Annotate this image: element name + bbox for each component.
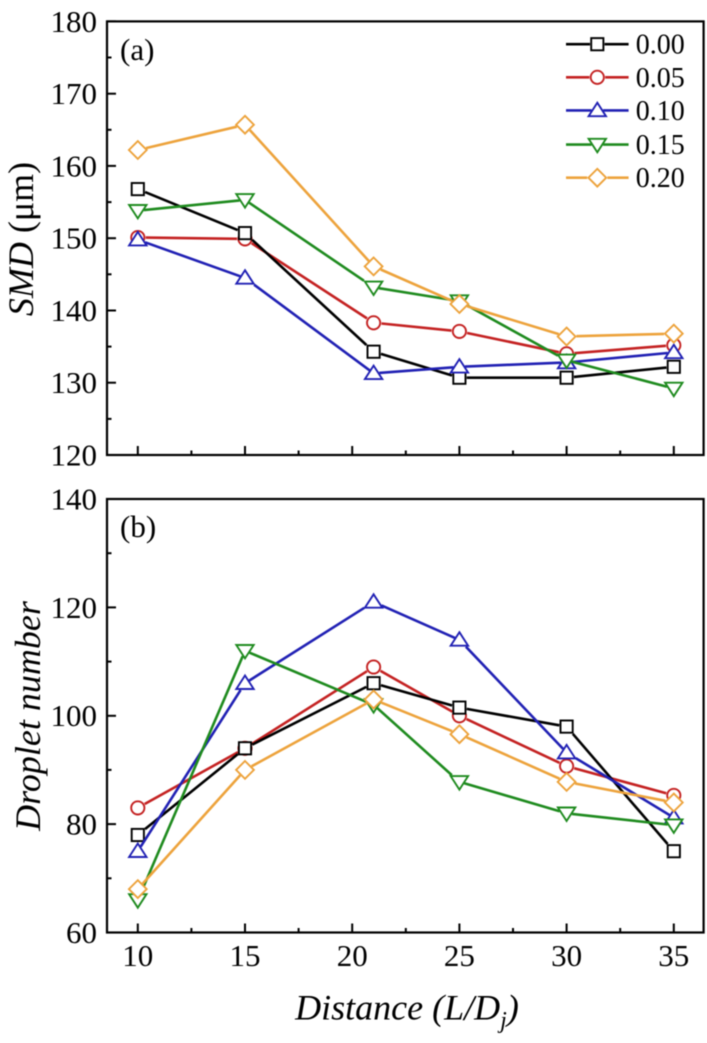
svg-text:80: 80 [66,807,97,842]
svg-text:0.20: 0.20 [636,163,685,194]
svg-text:150: 150 [51,221,98,256]
svg-text:0.10: 0.10 [636,96,685,127]
svg-text:25: 25 [444,938,475,973]
svg-text:Distance (L/Dj): Distance (L/Dj) [294,988,519,1035]
svg-text:0.00: 0.00 [636,30,685,61]
svg-text:(b): (b) [120,509,156,544]
svg-text:120: 120 [51,438,98,473]
svg-text:100: 100 [51,698,98,733]
svg-text:180: 180 [51,4,98,39]
svg-text:SMD (μm): SMD (μm) [1,162,41,316]
svg-text:10: 10 [122,938,153,973]
svg-text:0.05: 0.05 [636,63,685,94]
svg-text:140: 140 [51,482,98,517]
svg-text:20: 20 [337,938,368,973]
svg-text:170: 170 [51,76,98,111]
svg-text:Droplet number: Droplet number [8,600,48,832]
svg-text:0.15: 0.15 [636,130,685,161]
svg-text:30: 30 [551,938,582,973]
svg-text:60: 60 [66,915,97,950]
svg-text:120: 120 [51,590,98,625]
svg-text:160: 160 [51,148,98,183]
svg-text:130: 130 [51,365,98,400]
svg-text:15: 15 [230,938,261,973]
svg-text:35: 35 [658,938,689,973]
svg-text:(a): (a) [120,32,154,67]
svg-text:140: 140 [51,293,98,328]
